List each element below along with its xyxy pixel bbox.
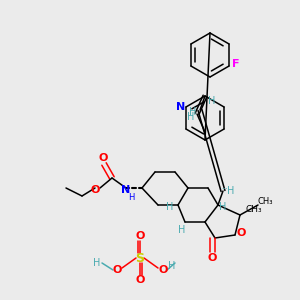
Text: CH₃: CH₃ [246,206,262,214]
Text: ...: ... [222,184,228,190]
Text: O: O [135,275,145,285]
Text: H: H [93,258,101,268]
Text: O: O [135,231,145,241]
Text: H: H [189,107,197,117]
Text: H: H [227,186,235,196]
Text: O: O [207,253,217,263]
Text: O: O [112,265,122,275]
Text: H: H [219,202,227,212]
Text: H: H [178,225,186,235]
Text: N: N [122,185,130,195]
Text: F: F [232,59,240,69]
Text: O: O [236,228,246,238]
Text: CH₃: CH₃ [257,197,273,206]
Text: O: O [98,153,108,163]
Text: H: H [208,96,216,106]
Text: H: H [166,202,174,212]
Text: H: H [128,193,134,202]
Text: S: S [136,251,145,265]
Text: H: H [168,261,176,271]
Text: N: N [176,102,186,112]
Text: O: O [90,185,100,195]
Text: H: H [187,112,195,122]
Text: O: O [158,265,168,275]
